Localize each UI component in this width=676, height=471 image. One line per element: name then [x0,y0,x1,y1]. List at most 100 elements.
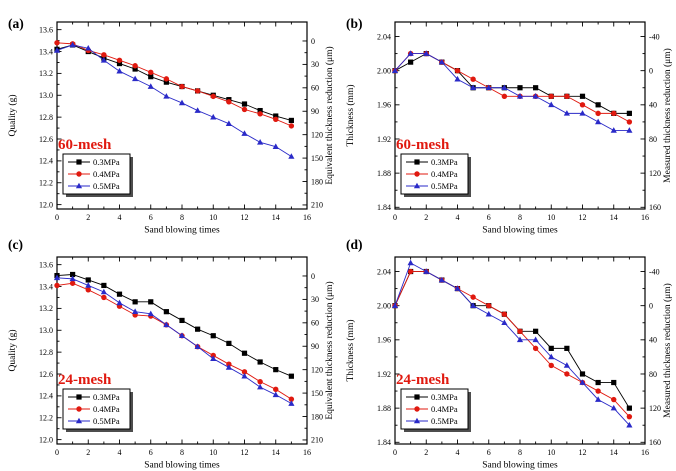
x-tick-label: 12 [579,448,587,457]
series-0.5MPa [53,41,295,159]
circle-marker [595,110,601,117]
x-tick-label: 10 [547,213,555,222]
x-tick-label: 2 [86,448,90,457]
square-marker [70,271,76,278]
y-right-axis-title: Equivalent thickness reduction (μm) [324,281,335,419]
x-tick-label: 6 [149,448,153,457]
legend: 0.3MPa 0.4MPa 0.5MPa [62,153,133,197]
circle-marker [564,93,570,99]
x-tick-label: 16 [303,448,311,457]
square-marker [579,371,586,377]
legend-square-marker [76,394,82,400]
triangle-marker [423,50,430,56]
x-tick-label: 14 [610,448,618,457]
x-tick-label: 14 [272,213,280,222]
y-right-tick-label: 210 [311,436,323,445]
y-left-tick-label: 1.84 [377,203,391,212]
x-tick-label: 12 [241,448,249,457]
triangle-marker [501,84,508,91]
legend-circle-marker [76,171,82,177]
circle-marker [54,282,60,289]
triangle-marker [532,336,539,343]
triangle-marker [595,396,602,402]
circle-marker [257,378,263,385]
legend-entry-label: 0.4MPa [431,404,458,414]
circle-marker [548,362,554,369]
triangle-marker [391,67,399,73]
y-right-tick-label: 120 [649,169,661,178]
circle-marker [54,40,60,46]
triangle-marker [626,127,633,133]
triangle-marker [257,383,264,390]
circle-marker [470,294,476,300]
circle-marker [163,76,170,82]
y-left-tick-label: 12.4 [39,157,53,166]
y-right-tick-label: 40 [649,336,657,345]
y-right-tick-label: 30 [311,60,319,69]
y-right-tick-label: 120 [311,365,323,374]
series-0.5MPa [53,274,295,406]
y-left-tick-label: 12.2 [39,414,53,423]
circle-marker [273,116,279,123]
legend-entry-label: 0.5MPa [431,181,458,191]
square-marker [148,74,154,80]
series-line [394,262,630,426]
square-marker [210,333,216,339]
circle-marker [611,396,617,403]
triangle-marker [516,92,524,99]
y-right-axis-title: Equivalent thickness reduction (μm) [324,46,335,184]
triangle-marker [548,353,555,360]
y-right-tick-label: 160 [649,203,661,212]
y-right-axis-title: Measured thickness reduction (μm) [662,48,673,183]
x-tick-label: 4 [456,448,460,457]
triangle-marker [407,50,414,56]
triangle-marker [485,310,492,317]
triangle-marker [241,372,248,379]
triangle-marker [225,364,232,370]
circle-marker [288,123,295,129]
triangle-marker [407,259,414,266]
triangle-marker [548,101,555,108]
circle-marker [626,119,633,125]
x-axis-title: Sand blowing times [144,226,220,236]
legend-circle-marker [76,406,82,412]
series-line [56,44,292,157]
square-marker [611,379,617,386]
x-tick-label: 10 [547,448,555,457]
y-left-tick-label: 1.96 [377,101,391,110]
circle-marker [194,88,201,94]
square-marker [564,345,570,351]
circle-marker [101,52,107,58]
circle-marker [517,328,523,334]
x-tick-label: 8 [180,448,184,457]
triangle-marker [85,44,92,51]
y-left-tick-label: 1.92 [377,370,391,379]
x-tick-label: 2 [424,448,428,457]
triangle-marker [391,302,399,308]
x-tick-label: 0 [393,213,397,222]
triangle-marker [532,92,539,99]
y-left-tick-label: 13.4 [39,47,53,56]
square-marker [132,66,138,72]
x-tick-label: 2 [86,213,90,222]
x-tick-label: 2 [424,213,428,222]
legend: 0.3MPa 0.4MPa 0.5MPa [62,388,133,432]
x-tick-label: 8 [180,213,184,222]
square-marker [408,59,414,65]
series-line [56,42,292,127]
y-left-tick-label: 12.6 [39,135,53,144]
x-axis-title: Sand blowing times [144,461,220,471]
y-left-tick-label: 1.92 [377,135,391,144]
y-right-tick-label: 60 [311,319,319,328]
y-left-tick-label: 2.00 [377,301,391,310]
square-marker [241,350,248,356]
x-axis-ticks [394,22,646,209]
triangle-marker [579,379,586,385]
series-line [56,277,292,404]
y-right-axis-title: Measured thickness reduction (μm) [662,283,673,418]
x-tick-label: 4 [118,213,122,222]
circle-marker [579,102,586,108]
x-tick-label: 16 [641,448,649,457]
square-marker [595,379,601,386]
y-left-ticks [395,36,400,208]
